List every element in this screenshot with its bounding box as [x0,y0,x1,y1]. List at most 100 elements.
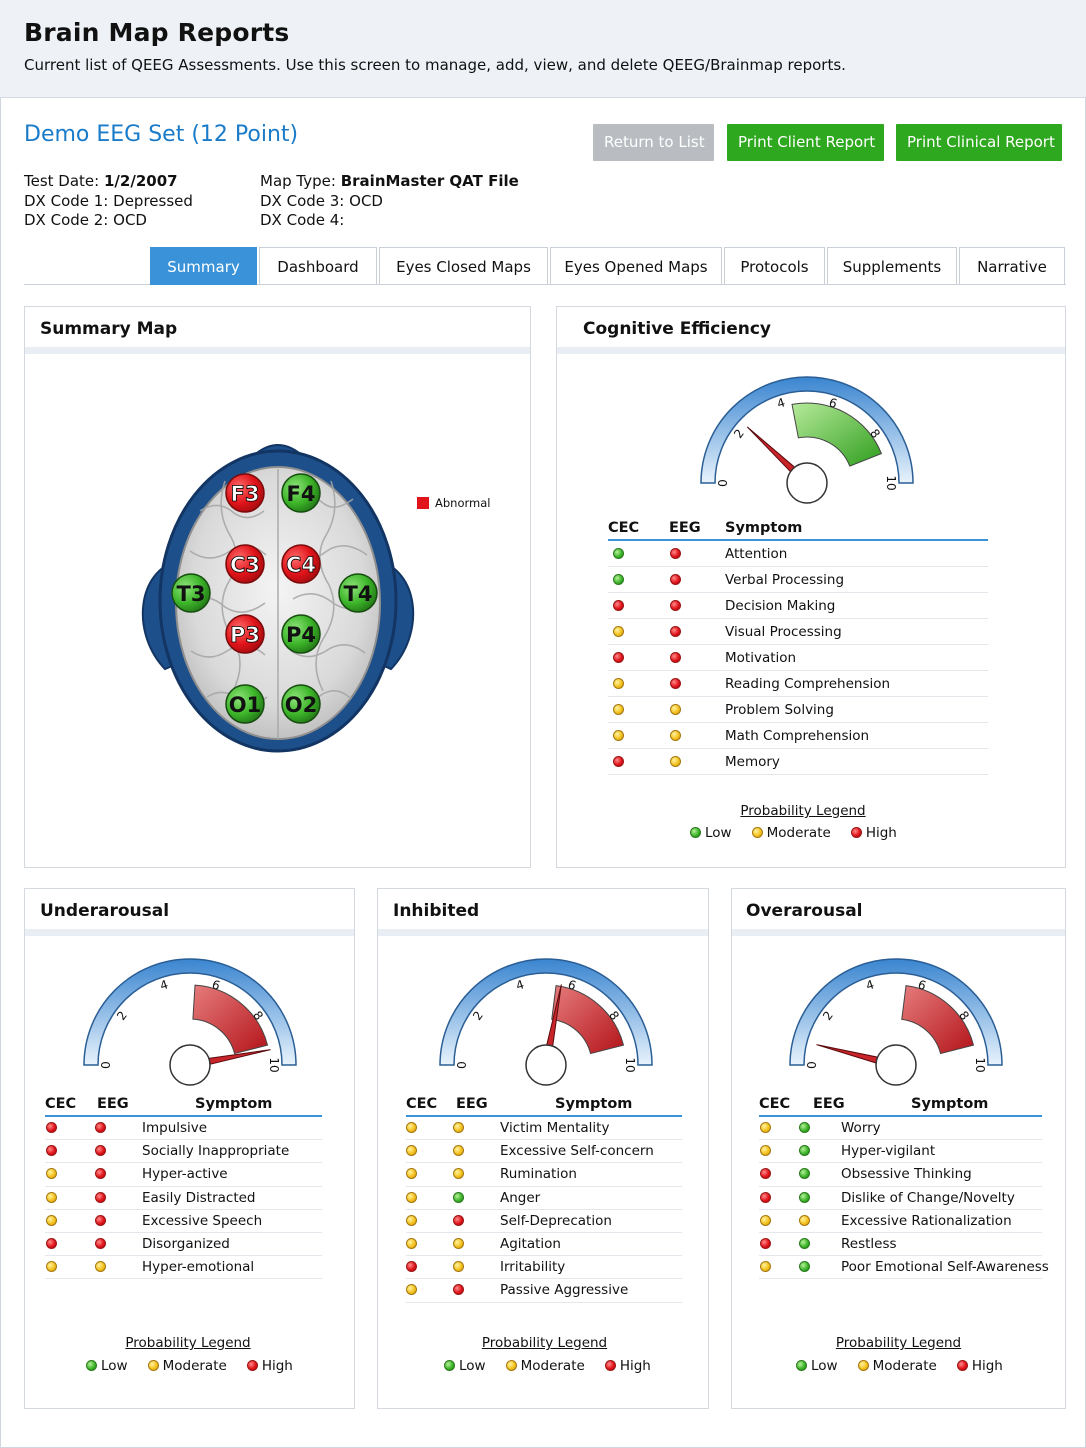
table-row: Socially Inappropriate [45,1140,322,1164]
table-row: Excessive Self-concern [406,1140,682,1164]
eeg-red-indicator [670,547,681,559]
page-subtitle: Current list of QEEG Assessments. Use th… [24,56,846,74]
return-to-list-button[interactable]: Return to List [593,124,714,161]
table-row: Dislike of Change/Novelty [759,1187,1042,1210]
table-row: Worry [759,1117,1042,1141]
tab-summary[interactable]: Summary [150,247,257,285]
eeg-yellow-indicator [453,1238,464,1250]
inhibited-symptom-table: CEC EEG Symptom Victim Mentality Excessive S… [406,1095,682,1303]
symptom-name: Reading Comprehension [725,675,891,692]
dx-code-2-label: DX Code 2: [24,211,109,229]
legend-moderate: Moderate [857,1358,937,1374]
cec-red-indicator [46,1145,57,1157]
site-t4[interactable]: T4 [338,573,378,613]
site-o2[interactable]: O2 [281,684,321,724]
tab-dashboard[interactable]: Dashboard [259,247,377,285]
svg-text:T3: T3 [177,582,206,606]
panel-header: Underarousal [25,889,354,936]
gauge-tick-label: 4 [514,977,526,993]
table-row: Disorganized [45,1233,322,1257]
legend-low: Low [690,825,732,841]
site-f3[interactable]: F3 [225,473,265,513]
svg-text:F3: F3 [231,482,260,506]
cec-yellow-indicator [406,1168,417,1180]
cec-red-indicator [46,1238,57,1250]
legend-high: High [604,1358,651,1374]
symptom-column-header: Symptom [725,520,803,536]
high-dot [246,1360,258,1371]
symptom-name: Self-Deprecation [500,1212,612,1229]
print-clinical-report-button[interactable]: Print Clinical Report [896,124,1062,161]
site-p4[interactable]: P4 [281,614,321,654]
legend-low: Low [796,1358,838,1374]
low-dot [690,827,701,838]
tab-protocols[interactable]: Protocols [724,247,825,285]
symptom-name: Disorganized [142,1236,230,1253]
table-row: Self-Deprecation [406,1210,682,1233]
gauge-tick-label: 4 [158,977,170,993]
brain-folds [184,469,372,739]
page-title: Brain Map Reports [24,18,290,47]
eeg-green-indicator [799,1261,810,1273]
table-header: CEC EEG Symptom [759,1095,1042,1117]
gauge-band [791,402,883,467]
gauge-ring [700,376,914,484]
svg-text:O1: O1 [229,693,261,717]
symptom-name: Verbal Processing [725,571,845,588]
site-o1[interactable]: O1 [225,684,265,724]
eeg-red-indicator [453,1214,464,1226]
table-row: Obsessive Thinking [759,1163,1042,1187]
cec-yellow-indicator [46,1214,57,1226]
report-tabs: Summary Dashboard Eyes Closed Maps Eyes … [150,247,1067,285]
eeg-green-indicator [799,1191,810,1203]
cec-red-indicator [613,755,624,767]
eeg-green-indicator [799,1122,810,1134]
table-header: CEC EEG Symptom [45,1095,322,1117]
gauge-hub [786,462,828,504]
gauge-tick-label: 6 [827,395,839,411]
site-p3[interactable]: P3 [225,614,265,654]
gauge-tick-label: 4 [775,395,787,411]
table-row: Excessive Speech [45,1210,322,1233]
gauge-tick-label: 0 [805,1061,819,1069]
site-t3[interactable]: T3 [171,573,211,613]
dx-code-1-label: DX Code 1: [24,191,109,210]
report-info-left: Test Date: 1/2/2007 DX Code 1: Depressed… [24,172,193,231]
cec-yellow-indicator [406,1238,417,1250]
symptom-name: Agitation [500,1236,561,1253]
print-client-report-button[interactable]: Print Client Report [727,124,884,161]
tab-eyes-closed-maps[interactable]: Eyes Closed Maps [379,247,548,285]
eeg-yellow-indicator [799,1214,810,1226]
panel-title: Summary Map [40,319,178,339]
cec-yellow-indicator [406,1122,417,1134]
tab-eyes-opened-maps[interactable]: Eyes Opened Maps [550,247,722,285]
low-dot [444,1360,455,1371]
electrode-sites: F3 F4 C3 C4 T3 T4 P3 P4 O1 O2 [171,473,378,724]
probability-legend: Low Moderate High [796,1358,1023,1374]
cec-column-header: CEC [759,1096,791,1112]
legend-low: Low [86,1358,128,1374]
panel-title: Underarousal [40,901,170,921]
cec-yellow-indicator [46,1191,57,1203]
table-row: Restless [759,1233,1042,1257]
eeg-column-header: EEG [456,1096,488,1112]
symptom-column-header: Symptom [555,1096,633,1112]
low-dot [86,1360,97,1371]
cec-column-header: CEC [45,1096,77,1112]
legend-moderate-label: Moderate [872,1358,937,1374]
table-row: Passive Aggressive [406,1279,682,1303]
dx-code-3-value: OCD [349,191,383,210]
symptom-name: Memory [725,753,780,770]
tab-supplements[interactable]: Supplements [827,247,957,285]
legend-moderate-label: Moderate [162,1358,227,1374]
gauge-band [901,985,975,1055]
cec-red-indicator [46,1122,57,1134]
overarousal-symptom-table: CEC EEG Symptom Worry Hyper-vigilant Obsessiv… [759,1095,1049,1280]
svg-text:O2: O2 [285,693,317,717]
site-c3[interactable]: C3 [225,544,265,584]
site-c4[interactable]: C4 [281,544,321,584]
tab-narrative[interactable]: Narrative [959,247,1065,285]
site-f4[interactable]: F4 [281,473,321,513]
